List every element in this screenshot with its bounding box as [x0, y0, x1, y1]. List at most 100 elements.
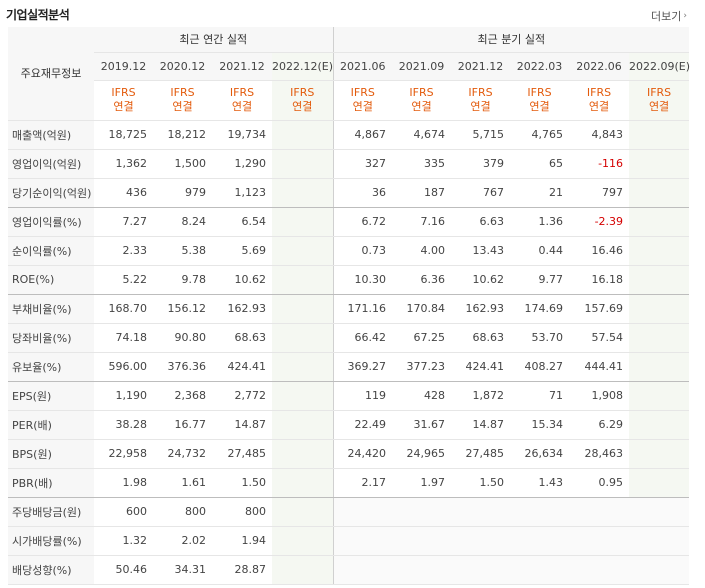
- standard-line2: 연결: [470, 100, 491, 113]
- value-cell: 428: [392, 381, 452, 411]
- value-cell: [272, 323, 334, 353]
- value-cell: 4,765: [510, 120, 570, 150]
- value-cell: 6.36: [392, 265, 452, 295]
- value-cell: 24,965: [392, 439, 452, 469]
- value-cell: [510, 555, 570, 585]
- value-cell: 1.50: [212, 468, 272, 498]
- period-header: 2021.09: [392, 52, 452, 81]
- value-cell: 335: [392, 149, 452, 179]
- value-cell: 10.62: [451, 265, 511, 295]
- standard-line1: IFRS: [170, 86, 195, 99]
- value-cell: 4.00: [392, 236, 452, 266]
- value-cell: 28.87: [212, 555, 272, 585]
- table-row: 매출액(억원) 18,725 18,212 19,734 4,867 4,674 5,715…: [8, 120, 690, 150]
- standard-line1: IFRS: [350, 86, 375, 99]
- standard-line2: 연결: [648, 100, 670, 113]
- value-cell: 0.95: [569, 468, 630, 498]
- value-cell: 18,725: [94, 120, 153, 150]
- value-cell: 1,123: [212, 178, 272, 208]
- row-header-cell: 주요재무정보: [8, 27, 94, 121]
- value-cell: 6.72: [332, 207, 393, 237]
- value-cell: [272, 352, 334, 382]
- period-header: 2020.12: [153, 52, 212, 81]
- value-cell: 7.27: [94, 207, 153, 237]
- value-cell: [272, 236, 334, 266]
- value-cell: [569, 555, 630, 585]
- value-cell: 90.80: [153, 323, 212, 353]
- table-row: 영업이익률(%) 7.27 8.24 6.54 6.72 7.16 6.63 1.36 -2.3…: [8, 207, 690, 237]
- value-cell: 21: [510, 178, 570, 208]
- value-cell: [629, 323, 690, 353]
- standard-line1: IFRS: [290, 86, 315, 99]
- value-cell: [569, 497, 630, 527]
- value-cell: [569, 526, 630, 556]
- row-label: PBR(배): [8, 468, 94, 498]
- value-cell: [629, 265, 690, 295]
- value-cell: 1.32: [94, 526, 153, 556]
- value-cell: 26,634: [510, 439, 570, 469]
- value-cell: [272, 149, 334, 179]
- row-label: 배당성향(%): [8, 555, 94, 585]
- standard-line2: 연결: [588, 100, 610, 113]
- accounting-standard: IFRS 연결: [569, 80, 630, 121]
- accounting-standard: IFRS 연결: [153, 80, 212, 121]
- value-cell: 1.36: [510, 207, 570, 237]
- value-cell: 27,485: [451, 439, 511, 469]
- row-label: 부채비율(%): [8, 294, 94, 324]
- value-cell: [629, 120, 690, 150]
- value-cell: 13.43: [451, 236, 511, 266]
- value-cell: [272, 555, 334, 585]
- value-cell: 2.17: [332, 468, 393, 498]
- value-cell: 424.41: [212, 352, 272, 382]
- value-cell: [272, 178, 334, 208]
- accounting-standard: IFRS 연결: [451, 80, 511, 121]
- table-row: 당기순이익(억원) 436 979 1,123 36 187 767 21 797: [8, 178, 690, 208]
- value-cell: [629, 236, 690, 266]
- row-label: PER(배): [8, 410, 94, 440]
- value-cell: 10.62: [212, 265, 272, 295]
- row-label: 영업이익(억원): [8, 149, 94, 179]
- value-cell: 34.31: [153, 555, 212, 585]
- more-link[interactable]: 더보기 ›: [651, 8, 687, 24]
- value-cell: 1,872: [451, 381, 511, 411]
- row-label: 순이익률(%): [8, 236, 94, 266]
- value-cell: 800: [212, 497, 272, 527]
- value-cell: 16.46: [569, 236, 630, 266]
- value-cell: 162.93: [451, 294, 511, 324]
- value-cell: 1,908: [569, 381, 630, 411]
- section-title: 기업실적분석: [6, 8, 70, 22]
- row-label: 당좌비율(%): [8, 323, 94, 353]
- period-header: 2021.12: [212, 52, 272, 81]
- value-cell: 71: [510, 381, 570, 411]
- value-cell: 327: [332, 149, 393, 179]
- value-cell: [629, 526, 690, 556]
- value-cell: 1,362: [94, 149, 153, 179]
- standard-line2: 연결: [529, 100, 550, 113]
- group-quarterly: 최근 분기 실적: [332, 27, 690, 53]
- value-cell: 2,368: [153, 381, 212, 411]
- value-cell: 19,734: [212, 120, 272, 150]
- value-cell: 1.97: [392, 468, 452, 498]
- value-cell: 5,715: [451, 120, 511, 150]
- value-cell: 376.36: [153, 352, 212, 382]
- value-cell: 979: [153, 178, 212, 208]
- value-cell: 6.63: [451, 207, 511, 237]
- value-cell: [629, 468, 690, 498]
- value-cell: 377.23: [392, 352, 452, 382]
- value-cell: 14.87: [212, 410, 272, 440]
- value-cell: 74.18: [94, 323, 153, 353]
- value-cell: 2.33: [94, 236, 153, 266]
- row-label: 매출액(억원): [8, 120, 94, 150]
- value-cell: [272, 207, 334, 237]
- value-cell: [272, 120, 334, 150]
- accounting-standard: IFRS 연결: [629, 80, 690, 121]
- value-cell: 171.16: [332, 294, 393, 324]
- value-cell: [629, 555, 690, 585]
- table-row: 순이익률(%) 2.33 5.38 5.69 0.73 4.00 13.43 0.44 16.4…: [8, 236, 690, 266]
- standard-line1: IFRS: [229, 86, 255, 99]
- value-cell: [272, 497, 334, 527]
- period-header: 2022.03: [510, 52, 570, 81]
- accounting-standard: IFRS 연결: [392, 80, 452, 121]
- period-header: 2022.09(E): [629, 52, 690, 81]
- value-cell: 596.00: [94, 352, 153, 382]
